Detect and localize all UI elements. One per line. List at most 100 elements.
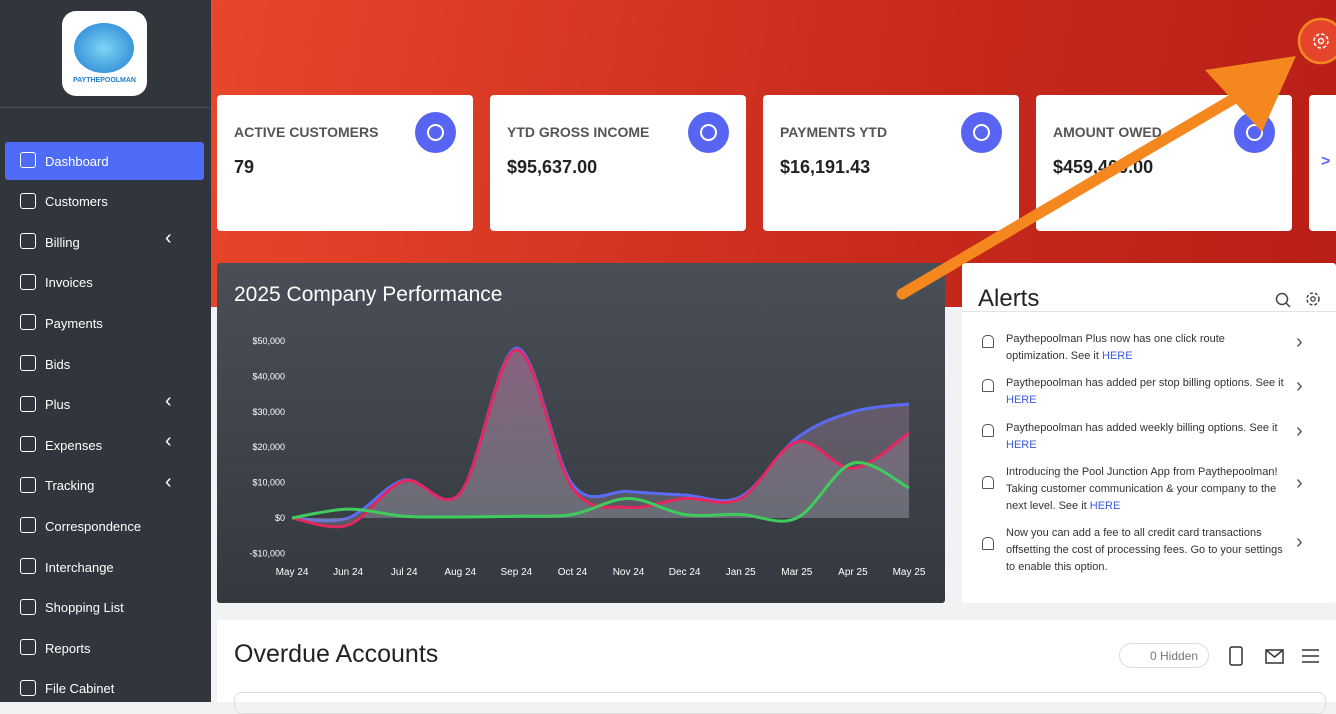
nav-label[interactable]: File Cabinet xyxy=(45,681,115,697)
nav-item[interactable]: Correspondence xyxy=(5,507,204,545)
nav-label[interactable]: Bids xyxy=(45,356,71,372)
stat-card: AMOUNT OWED $459,400.00 xyxy=(1036,95,1292,231)
hidden-toggle[interactable]: 0 Hidden xyxy=(1119,643,1209,668)
alerts-title: Alerts xyxy=(978,285,1040,312)
card-icon-glyph xyxy=(973,124,990,141)
nav-label[interactable]: Tracking xyxy=(45,478,95,494)
alert-link[interactable]: HERE xyxy=(1006,439,1037,451)
alert-chevron[interactable]: › xyxy=(1296,331,1303,353)
nav-label[interactable]: Interchange xyxy=(45,559,114,575)
nav-item[interactable]: Invoices xyxy=(5,264,204,302)
alert-link[interactable]: HERE xyxy=(1102,350,1133,362)
nav-label[interactable]: Invoices xyxy=(45,275,93,291)
nav-label[interactable]: Payments xyxy=(45,315,103,331)
alert-text: Introducing the Pool Junction App from P… xyxy=(1006,466,1278,512)
nav-caret[interactable]: ‹ xyxy=(165,470,172,493)
y-tick-label: $40,000 xyxy=(252,371,285,381)
chart: 2025 Company Performance -$10,000 $0 $10,0… xyxy=(234,283,926,578)
alert-item[interactable]: Paythepoolman has added weekly billing o… xyxy=(1006,420,1286,454)
x-tick-label: Dec 24 xyxy=(669,567,701,578)
y-tick-label: $0 xyxy=(275,513,285,523)
card-label: AMOUNT OWED xyxy=(1053,124,1162,140)
nav-item[interactable]: Dashboard xyxy=(5,142,204,180)
nav-item[interactable]: Tracking ‹ xyxy=(5,467,204,505)
nav-item[interactable]: Reports xyxy=(5,629,204,667)
alert-link[interactable]: HERE xyxy=(1006,394,1037,406)
nav-icon xyxy=(20,436,36,453)
logo-wave xyxy=(74,23,134,73)
nav-item[interactable]: Interchange xyxy=(5,548,204,586)
nav-item[interactable]: Expenses ‹ xyxy=(5,426,204,464)
card-more[interactable]: > xyxy=(1309,95,1336,231)
nav-caret[interactable]: ‹ xyxy=(165,227,172,250)
x-tick-label: Jan 25 xyxy=(726,567,756,578)
alert-bell xyxy=(982,537,994,550)
overdue-tools[interactable] xyxy=(1227,646,1327,668)
divider xyxy=(0,107,211,108)
nav-icon xyxy=(20,192,36,209)
nav-icon xyxy=(20,598,36,615)
nav-item[interactable]: Plus ‹ xyxy=(5,386,204,424)
alert-chevron[interactable]: › xyxy=(1296,472,1303,494)
nav-item[interactable]: Payments xyxy=(5,304,204,342)
nav-icon xyxy=(20,517,36,534)
series-line xyxy=(291,461,910,523)
nav-caret[interactable]: ‹ xyxy=(165,389,172,412)
nav-label[interactable]: Dashboard xyxy=(45,153,109,169)
nav-label[interactable]: Customers xyxy=(45,194,108,210)
alerts-tools[interactable] xyxy=(1274,291,1324,309)
alert-chevron[interactable]: › xyxy=(1296,531,1303,553)
nav-item[interactable]: Shopping List xyxy=(5,589,204,627)
card-value: $95,637.00 xyxy=(507,157,598,177)
alert-bell xyxy=(982,335,994,348)
nav-item[interactable]: Billing ‹ xyxy=(5,223,204,261)
y-tick-label: $30,000 xyxy=(252,407,285,417)
card-value: 79 xyxy=(234,157,255,177)
alert-item[interactable]: Now you can add a fee to all credit card… xyxy=(1006,525,1286,576)
nav-icon xyxy=(20,314,36,331)
x-tick-label: May 24 xyxy=(276,567,309,578)
nav-label[interactable]: Billing xyxy=(45,234,80,250)
x-tick-label: Sep 24 xyxy=(501,567,533,578)
alert-item[interactable]: Paythepoolman Plus now has one click rou… xyxy=(1006,331,1286,365)
overdue-title: Overdue Accounts xyxy=(234,640,439,668)
stat-card: ACTIVE CUSTOMERS 79 xyxy=(217,95,473,231)
alert-text: Now you can add a fee to all credit card… xyxy=(1006,527,1283,573)
nav-caret[interactable]: ‹ xyxy=(165,430,172,453)
y-tick-label: $50,000 xyxy=(252,336,285,346)
nav-label[interactable]: Plus xyxy=(45,397,71,413)
alert-bell xyxy=(982,424,994,437)
stat-card: YTD GROSS INCOME $95,637.00 xyxy=(490,95,746,231)
nav-icon xyxy=(20,395,36,412)
alert-chevron[interactable]: › xyxy=(1296,420,1303,442)
nav-label[interactable]: Expenses xyxy=(45,437,103,453)
nav-item[interactable]: File Cabinet xyxy=(5,670,204,708)
nav-icon xyxy=(20,679,36,696)
overdue-panel: Overdue Accounts 0 Hidden xyxy=(217,620,1336,714)
nav-icon xyxy=(20,558,36,574)
alert-link[interactable]: HERE xyxy=(1089,500,1121,512)
card-label: ACTIVE CUSTOMERS xyxy=(234,124,379,140)
nav-icon xyxy=(20,273,36,290)
alerts-panel: Alerts Paythepoolman Plus now has one cl… xyxy=(962,263,1336,603)
nav-icon xyxy=(20,476,36,493)
nav-item[interactable]: Customers xyxy=(5,183,204,221)
series-area xyxy=(292,349,909,527)
more-arrow[interactable]: > xyxy=(1321,153,1331,170)
sidebar: PAYTHEPOOLMAN Dashboard Customers Billing ‹… xyxy=(0,0,211,702)
card-icon-glyph xyxy=(1246,124,1263,141)
chart-title: 2025 Company Performance xyxy=(234,283,502,306)
logo[interactable]: PAYTHEPOOLMAN xyxy=(62,11,147,96)
alert-item[interactable]: Paythepoolman has added per stop billing… xyxy=(1006,375,1286,409)
nav-label[interactable]: Correspondence xyxy=(45,518,142,534)
card-value: $459,400.00 xyxy=(1053,157,1154,177)
alert-item[interactable]: Introducing the Pool Junction App from P… xyxy=(1006,464,1286,515)
alert-chevron[interactable]: › xyxy=(1296,375,1303,397)
y-tick-label: $10,000 xyxy=(252,478,285,488)
nav-item[interactable]: Bids xyxy=(5,345,204,383)
nav-label[interactable]: Reports xyxy=(45,640,91,656)
nav-icon xyxy=(20,639,36,656)
x-tick-label: May 25 xyxy=(893,567,926,578)
card-icon xyxy=(688,112,729,153)
nav-label[interactable]: Shopping List xyxy=(45,600,124,616)
